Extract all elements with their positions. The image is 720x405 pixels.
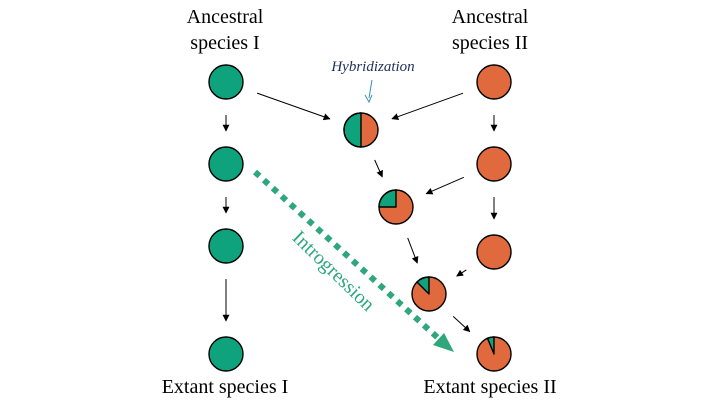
ancestral-species-1-label: Ancestral species I <box>186 6 264 54</box>
node-s2-gen2 <box>476 234 512 270</box>
edge-hyb-gen2-to-hyb-gen3 <box>407 237 419 264</box>
edge-s1-gen0-to-hyb-gen1 <box>256 92 331 121</box>
edge-s2-gen1-to-hyb-gen2 <box>425 176 464 195</box>
extant-species-2-label: Extant species II <box>423 376 557 398</box>
node-s2-gen1 <box>476 146 512 182</box>
ancestral-species-2-label: Ancestral species II <box>451 6 529 54</box>
hybridization-label: Hybridization <box>331 59 415 75</box>
introgression-arrowhead <box>433 333 454 352</box>
node-s1-gen3 <box>208 336 244 372</box>
node-hyb-gen4 <box>476 336 512 372</box>
edge-hyb-gen3-to-hyb-gen4 <box>452 316 471 333</box>
edges <box>222 92 498 333</box>
node-hyb-gen2 <box>378 189 414 225</box>
extant-species-1-label: Extant species I <box>161 376 289 398</box>
node-hyb-gen3 <box>411 276 447 312</box>
hybridization-pointer-line <box>368 79 373 99</box>
nodes <box>208 64 512 372</box>
edge-s2-gen2-to-hyb-gen3 <box>456 269 467 277</box>
edge-hyb-gen1-to-hyb-gen2 <box>374 159 383 178</box>
introgression-arrow <box>252 169 454 352</box>
node-s2-gen0 <box>476 64 512 100</box>
edge-s2-gen0-to-hyb-gen1 <box>391 92 464 120</box>
node-hyb-gen1 <box>343 112 379 148</box>
node-s1-gen2 <box>208 228 244 264</box>
node-s1-gen1 <box>208 146 244 182</box>
hybridization-pointer <box>364 79 373 104</box>
hybridization-pointer-head <box>364 94 373 104</box>
introgression-dotted-line <box>252 169 441 341</box>
node-s1-gen0 <box>208 64 244 100</box>
